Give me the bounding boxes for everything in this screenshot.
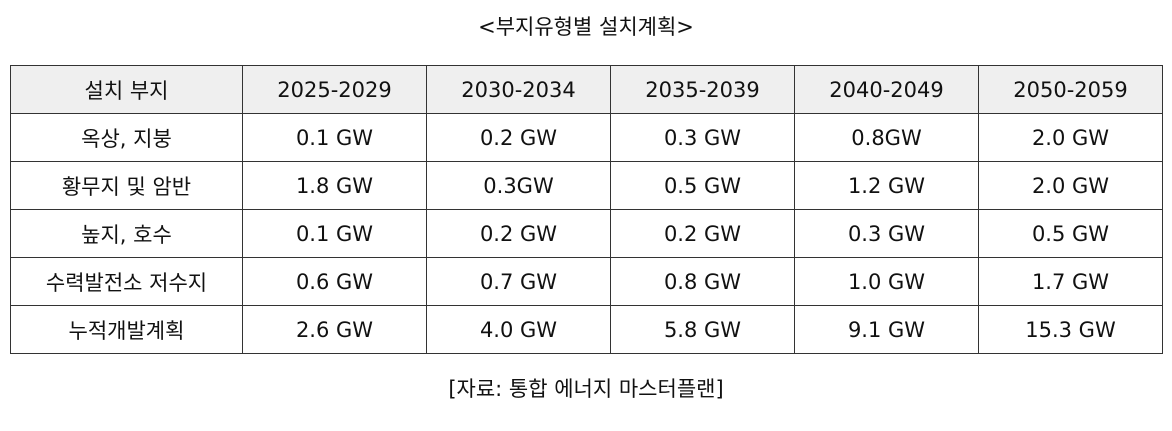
table-cell: 0.7 GW [426, 257, 611, 306]
table-cell: 0.2 GW [610, 209, 795, 258]
table-cell: 9.1 GW [794, 305, 979, 354]
row-label: 옥상, 지붕 [10, 113, 243, 162]
table-cell: 4.0 GW [426, 305, 611, 354]
table-header-row: 설치 부지 2025-2029 2030-2034 2035-2039 2040… [10, 65, 1163, 114]
table-cell: 1.0 GW [794, 257, 979, 306]
table-cell: 5.8 GW [610, 305, 795, 354]
table-cell: 15.3 GW [978, 305, 1163, 354]
table-row: 옥상, 지붕 0.1 GW 0.2 GW 0.3 GW 0.8GW 2.0 GW [10, 113, 1163, 162]
header-site: 설치 부지 [10, 65, 243, 114]
table-cell: 2.6 GW [242, 305, 427, 354]
header-period-2040: 2040-2049 [794, 65, 979, 114]
source-note: [자료: 통합 에너지 마스터플랜] [448, 377, 724, 401]
table-cell: 0.2 GW [426, 209, 611, 258]
table-cell: 2.0 GW [978, 161, 1163, 210]
table-cell: 0.1 GW [242, 209, 427, 258]
table-cell: 2.0 GW [978, 113, 1163, 162]
table-cell: 0.1 GW [242, 113, 427, 162]
table-cell: 0.8 GW [610, 257, 795, 306]
table-cell: 0.2 GW [426, 113, 611, 162]
table-cell: 0.6 GW [242, 257, 427, 306]
table-row-total: 누적개발계획 2.6 GW 4.0 GW 5.8 GW 9.1 GW 15.3 … [10, 305, 1163, 354]
header-period-2035: 2035-2039 [610, 65, 795, 114]
table-cell: 0.5 GW [978, 209, 1163, 258]
row-label: 누적개발계획 [10, 305, 243, 354]
row-label: 황무지 및 암반 [10, 161, 243, 210]
header-period-2050: 2050-2059 [978, 65, 1163, 114]
table-row: 황무지 및 암반 1.8 GW 0.3GW 0.5 GW 1.2 GW 2.0 … [10, 161, 1163, 210]
table-cell: 1.2 GW [794, 161, 979, 210]
header-period-2025: 2025-2029 [242, 65, 427, 114]
table-cell: 0.3 GW [794, 209, 979, 258]
table-cell: 0.3 GW [610, 113, 795, 162]
row-label: 수력발전소 저수지 [10, 257, 243, 306]
table-row: 수력발전소 저수지 0.6 GW 0.7 GW 0.8 GW 1.0 GW 1.… [10, 257, 1163, 306]
table-cell: 0.5 GW [610, 161, 795, 210]
table-cell: 1.8 GW [242, 161, 427, 210]
table-cell: 0.3GW [426, 161, 611, 210]
installation-plan-table: 설치 부지 2025-2029 2030-2034 2035-2039 2040… [10, 65, 1163, 354]
header-period-2030: 2030-2034 [426, 65, 611, 114]
table-cell: 0.8GW [794, 113, 979, 162]
row-label: 높지, 호수 [10, 209, 243, 258]
table-row: 높지, 호수 0.1 GW 0.2 GW 0.2 GW 0.3 GW 0.5 G… [10, 209, 1163, 258]
table-title: <부지유형별 설치계획> [478, 15, 694, 39]
table-cell: 1.7 GW [978, 257, 1163, 306]
